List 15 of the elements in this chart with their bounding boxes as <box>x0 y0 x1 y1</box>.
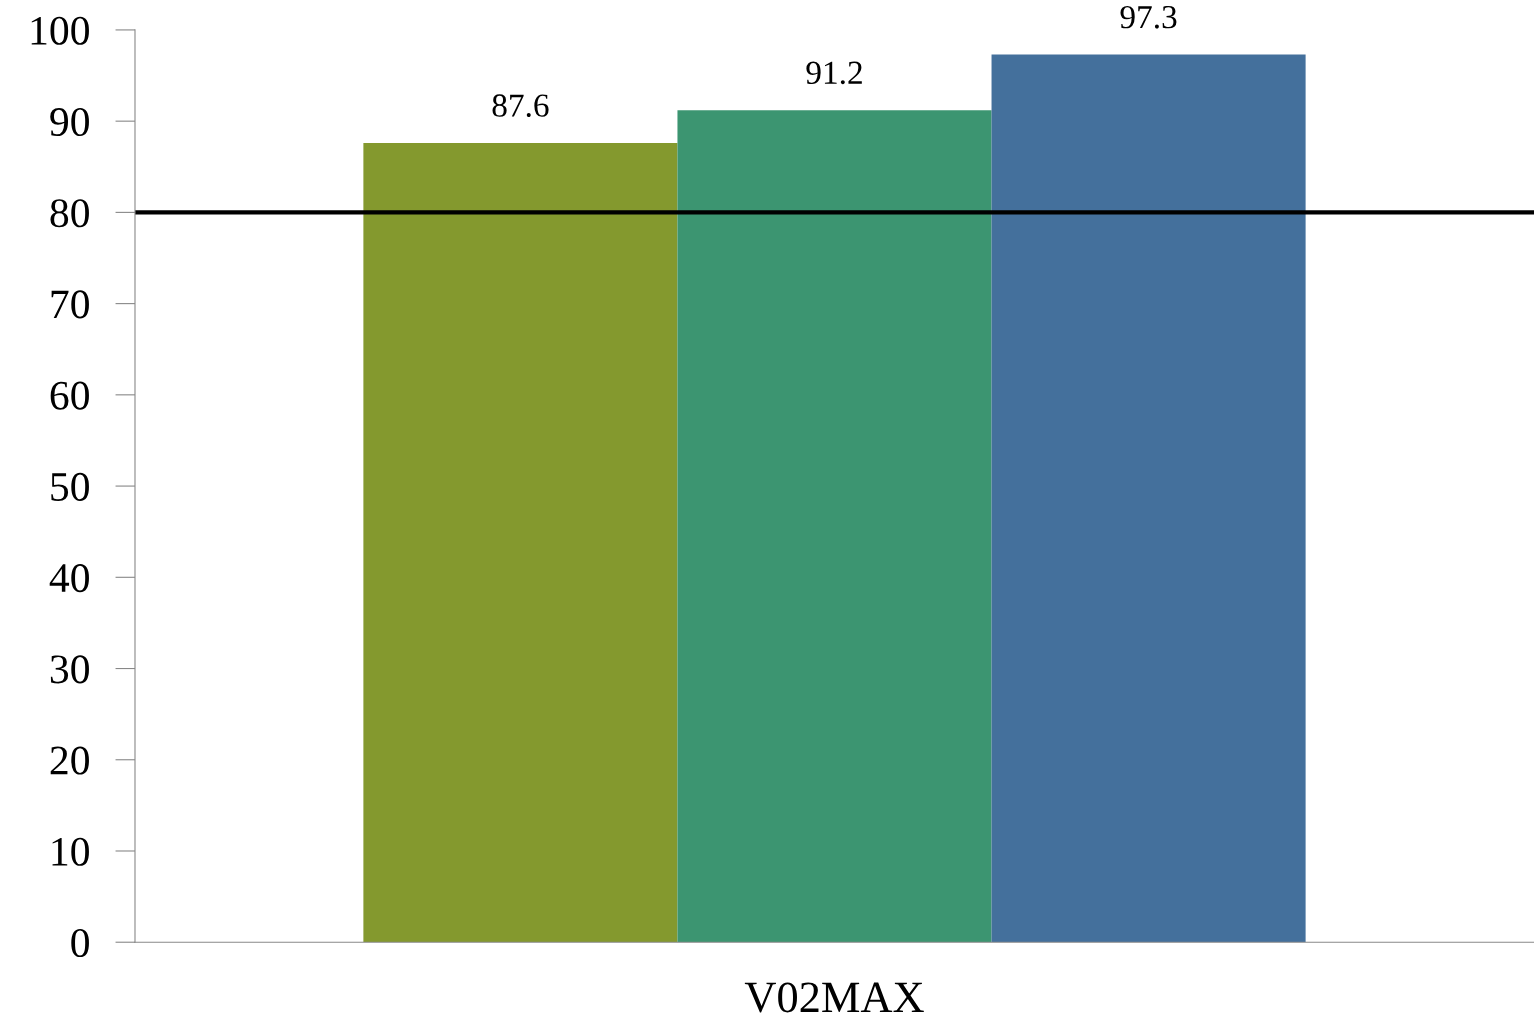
y-tick-label: 60 <box>50 381 89 410</box>
y-tick-label: 0 <box>71 928 89 958</box>
x-tick-label: V02MAX <box>744 982 924 1013</box>
data-label: 91.2 <box>806 61 862 85</box>
y-tick-label: 90 <box>50 107 89 137</box>
y-tick-label: 40 <box>49 564 89 593</box>
y-tick-label: 80 <box>50 199 89 228</box>
y-tick-label: 20 <box>50 746 89 775</box>
y-tick-label: 70 <box>51 290 89 319</box>
data-label: 87.6 <box>492 94 549 117</box>
y-tick-label: 30 <box>50 655 89 684</box>
data-label: 97.3 <box>1120 5 1177 29</box>
y-tick-label: 50 <box>51 472 89 501</box>
y-tick-label: 10 <box>52 837 89 866</box>
y-tick-label: 100 <box>31 16 89 45</box>
